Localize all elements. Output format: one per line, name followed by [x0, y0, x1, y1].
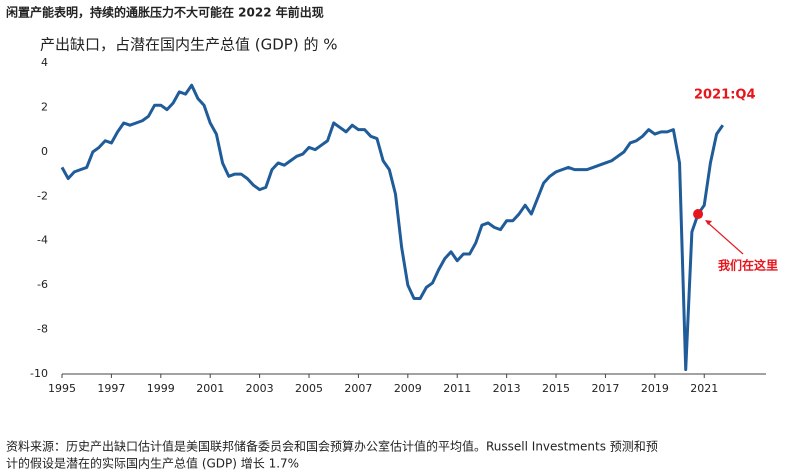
- annotation-arrowhead: [705, 220, 713, 226]
- x-tick-label: 2003: [246, 382, 274, 395]
- x-tick-label: 1999: [147, 382, 175, 395]
- x-tick-label: 2011: [443, 382, 471, 395]
- annotation: 我们在这里: [718, 258, 778, 273]
- y-tick-label: -4: [37, 234, 48, 247]
- x-tick-label: 1995: [48, 382, 76, 395]
- highlight-point: [693, 209, 704, 220]
- note: 计的假设是潜在的实际国内生产总值 (GDP) 增长 1.7%: [6, 456, 299, 471]
- x-tick-label: 2009: [394, 382, 422, 395]
- note: 资料来源：历史产出缺口估计值是美国联邦储备委员会和国会预算办公室估计值的平均值。…: [6, 439, 658, 454]
- y-tick-label: -2: [37, 189, 48, 202]
- x-tick-label: 1997: [97, 382, 125, 395]
- y-tick-label: -10: [30, 367, 48, 380]
- annotation: 2021:Q4: [694, 88, 755, 103]
- y-tick-label: 4: [41, 56, 48, 69]
- annotation-arrow: [706, 221, 744, 255]
- x-tick-label: 2001: [196, 382, 224, 395]
- x-tick-label: 2015: [542, 382, 570, 395]
- y-tick-label: 2: [41, 100, 48, 113]
- x-tick-label: 2007: [344, 382, 372, 395]
- y-tick-label: -6: [37, 278, 48, 291]
- y-tick-label: 0: [41, 145, 48, 158]
- x-tick-label: 2021: [690, 382, 718, 395]
- chart-title: 闲置产能表明，持续的通胀压力不大可能在 2022 年前出现: [6, 5, 324, 20]
- x-tick-label: 2013: [493, 382, 521, 395]
- chart-subtitle: 产出缺口，占潜在国内生产总值 (GDP) 的 %: [40, 36, 337, 54]
- x-tick-label: 2019: [641, 382, 669, 395]
- data-line: [60, 83, 725, 372]
- x-tick-label: 2005: [295, 382, 323, 395]
- x-tick-label: 2017: [591, 382, 619, 395]
- y-tick-label: -8: [37, 323, 48, 336]
